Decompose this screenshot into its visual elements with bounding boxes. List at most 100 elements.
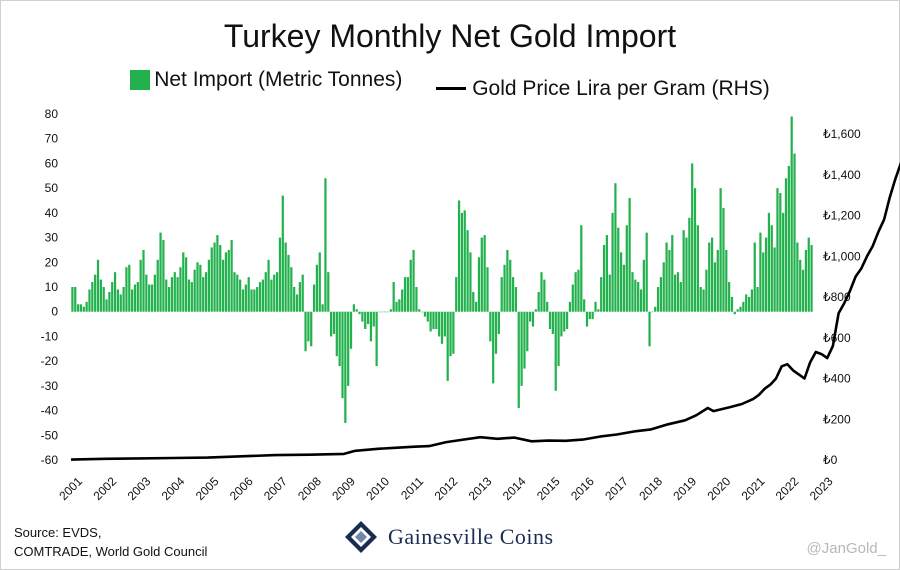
bar — [722, 207, 725, 312]
x-tick-label: 2012 — [432, 474, 461, 503]
bar — [682, 230, 685, 312]
bar — [79, 304, 83, 312]
bar — [116, 289, 120, 312]
bar — [318, 252, 321, 312]
bar — [764, 237, 768, 312]
bar — [406, 277, 409, 312]
bar — [449, 311, 452, 357]
bar — [176, 277, 179, 312]
bar — [497, 311, 500, 334]
bar — [779, 193, 782, 312]
left-tick-label: -10 — [41, 329, 59, 343]
left-tick-label: -50 — [41, 428, 59, 442]
bar — [361, 311, 364, 322]
bar — [577, 269, 580, 312]
bar — [131, 289, 134, 312]
bar — [284, 242, 287, 312]
bar — [790, 116, 793, 312]
bar — [651, 311, 654, 313]
bar — [452, 311, 455, 354]
x-tick-label: 2009 — [329, 474, 358, 503]
bar — [344, 311, 347, 423]
bar — [537, 291, 540, 312]
bar — [187, 279, 191, 312]
x-tick-label: 2018 — [636, 474, 665, 503]
bar — [517, 311, 520, 409]
bar — [506, 249, 509, 312]
bar — [500, 277, 503, 312]
bar — [153, 274, 156, 312]
bar — [398, 299, 401, 312]
x-tick-label: 2021 — [739, 474, 768, 503]
x-tick-label: 2019 — [670, 474, 699, 503]
bar — [111, 282, 114, 312]
bar — [165, 279, 168, 312]
x-tick-label: 2016 — [568, 474, 597, 503]
bar — [773, 247, 776, 312]
bar — [389, 309, 392, 312]
x-tick-label: 2017 — [602, 474, 631, 503]
left-tick-label: -40 — [41, 404, 59, 418]
bar — [133, 284, 137, 312]
bar — [324, 178, 327, 312]
bar — [85, 301, 88, 312]
bar — [420, 311, 424, 313]
bar — [256, 287, 259, 312]
bar — [782, 212, 785, 312]
right-tick-label: ₺0 — [823, 453, 838, 467]
bar — [403, 277, 407, 312]
bar — [591, 311, 594, 320]
bar — [611, 212, 614, 312]
bar — [409, 259, 412, 312]
bar — [494, 311, 498, 354]
bar — [645, 232, 648, 312]
bar — [546, 301, 549, 312]
bar — [230, 240, 233, 312]
bar — [352, 304, 355, 312]
bar — [730, 296, 734, 312]
bar — [472, 291, 475, 312]
bar — [332, 311, 336, 334]
left-tick-label: 40 — [45, 206, 59, 220]
right-tick-label: ₺1,000 — [823, 249, 861, 263]
bar — [520, 311, 523, 386]
bar — [71, 287, 74, 312]
source-line-1: Source: EVDS, — [14, 525, 102, 540]
bar — [642, 259, 645, 312]
bar — [219, 244, 222, 312]
bar — [173, 272, 176, 312]
bar — [94, 274, 97, 312]
bar — [523, 311, 526, 369]
bar — [656, 287, 660, 312]
bar — [597, 309, 600, 312]
bar — [276, 272, 279, 312]
x-tick-label: 2005 — [193, 474, 222, 503]
bar — [787, 165, 790, 312]
bar — [233, 272, 236, 312]
bar — [330, 311, 333, 337]
bar — [139, 259, 142, 312]
bar — [565, 311, 569, 330]
bar — [202, 277, 205, 312]
bar — [750, 289, 753, 312]
gold-price-line — [70, 161, 900, 461]
bar — [278, 237, 282, 312]
brand-name: Gainesville Coins — [388, 524, 554, 549]
bar — [381, 311, 384, 313]
author-credit: @JanGold_ — [806, 540, 886, 557]
bar — [514, 287, 518, 312]
bar — [665, 242, 668, 312]
legend: Net Import (Metric Tonnes) Gold Price Li… — [0, 68, 900, 101]
bar — [807, 237, 810, 312]
bar — [571, 284, 574, 312]
bar — [693, 188, 697, 312]
bar — [588, 311, 591, 320]
bar — [167, 287, 171, 312]
right-tick-label: ₺800 — [823, 290, 851, 304]
bar — [253, 289, 256, 312]
bar — [529, 311, 532, 322]
bar — [270, 279, 273, 312]
bar — [264, 272, 267, 312]
left-tick-label: -60 — [41, 453, 59, 467]
bar — [108, 291, 111, 312]
